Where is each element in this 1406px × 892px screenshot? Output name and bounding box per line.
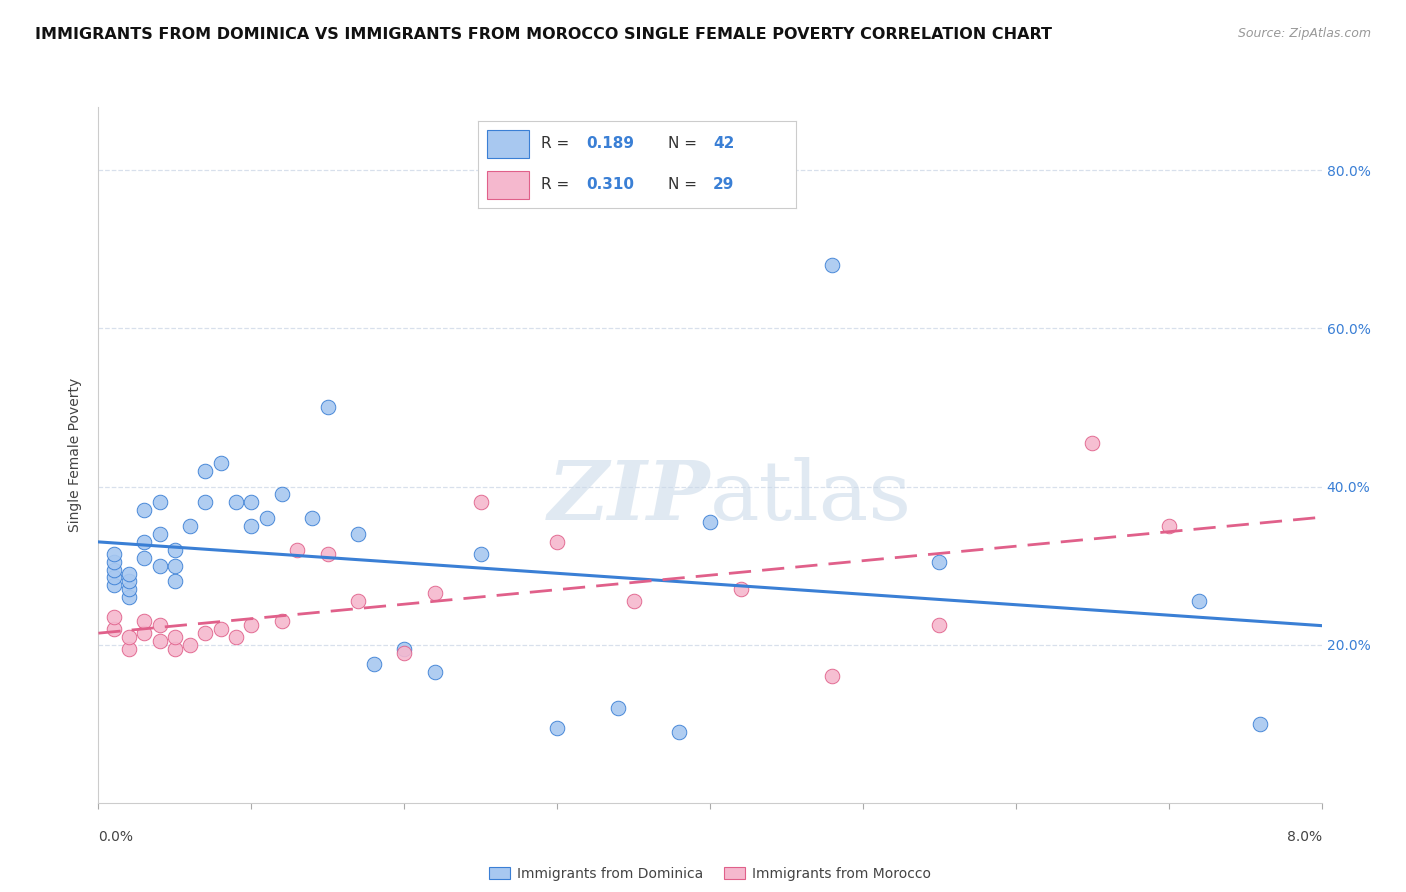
Point [668, 724, 690, 739]
Point [194, 495, 217, 509]
Point [270, 614, 294, 628]
Point [194, 464, 217, 478]
Point [301, 511, 323, 525]
Point [149, 618, 172, 632]
Point [699, 515, 721, 529]
Point [270, 487, 294, 501]
Text: Source: ZipAtlas.com: Source: ZipAtlas.com [1237, 27, 1371, 40]
Point [149, 558, 172, 573]
Point [392, 641, 416, 656]
Point [194, 625, 217, 640]
Point [103, 622, 125, 636]
Point [134, 503, 156, 517]
Legend: Immigrants from Dominica, Immigrants from Morocco: Immigrants from Dominica, Immigrants fro… [484, 861, 936, 887]
Point [103, 547, 125, 561]
Point [546, 534, 568, 549]
Point [730, 582, 752, 597]
Text: 8.0%: 8.0% [1286, 830, 1322, 844]
Text: 0.0%: 0.0% [98, 830, 134, 844]
Point [163, 630, 186, 644]
Point [470, 547, 492, 561]
Point [240, 618, 263, 632]
Text: atlas: atlas [710, 457, 912, 537]
Point [118, 641, 141, 656]
Point [209, 456, 232, 470]
Point [392, 646, 416, 660]
Y-axis label: Single Female Poverty: Single Female Poverty [69, 378, 83, 532]
Point [240, 495, 263, 509]
Point [256, 511, 278, 525]
Point [225, 495, 247, 509]
Point [363, 657, 385, 672]
Point [423, 586, 446, 600]
Point [928, 618, 950, 632]
Point [134, 625, 156, 640]
Point [149, 633, 172, 648]
Point [316, 401, 339, 415]
Point [118, 591, 141, 605]
Point [149, 527, 172, 541]
Point [607, 701, 630, 715]
Point [134, 550, 156, 565]
Point [347, 594, 370, 608]
Point [118, 630, 141, 644]
Point [623, 594, 645, 608]
Point [1249, 716, 1271, 731]
Point [821, 258, 844, 272]
Point [821, 669, 844, 683]
Point [163, 542, 186, 557]
Point [179, 519, 201, 533]
Point [347, 527, 370, 541]
Text: ZIP: ZIP [547, 457, 710, 537]
Point [103, 578, 125, 592]
Point [240, 519, 263, 533]
Point [1081, 436, 1104, 450]
Point [225, 630, 247, 644]
Point [546, 721, 568, 735]
Point [118, 574, 141, 589]
Point [103, 570, 125, 584]
Point [103, 610, 125, 624]
Point [316, 547, 339, 561]
Point [209, 622, 232, 636]
Point [1188, 594, 1211, 608]
Point [103, 563, 125, 577]
Point [118, 582, 141, 597]
Point [103, 555, 125, 569]
Point [118, 566, 141, 581]
Point [163, 558, 186, 573]
Point [134, 614, 156, 628]
Point [928, 555, 950, 569]
Point [470, 495, 492, 509]
Point [1157, 519, 1180, 533]
Point [179, 638, 201, 652]
Point [134, 534, 156, 549]
Text: IMMIGRANTS FROM DOMINICA VS IMMIGRANTS FROM MOROCCO SINGLE FEMALE POVERTY CORREL: IMMIGRANTS FROM DOMINICA VS IMMIGRANTS F… [35, 27, 1052, 42]
Point [285, 542, 308, 557]
Point [423, 665, 446, 680]
Point [163, 641, 186, 656]
Point [163, 574, 186, 589]
Point [149, 495, 172, 509]
